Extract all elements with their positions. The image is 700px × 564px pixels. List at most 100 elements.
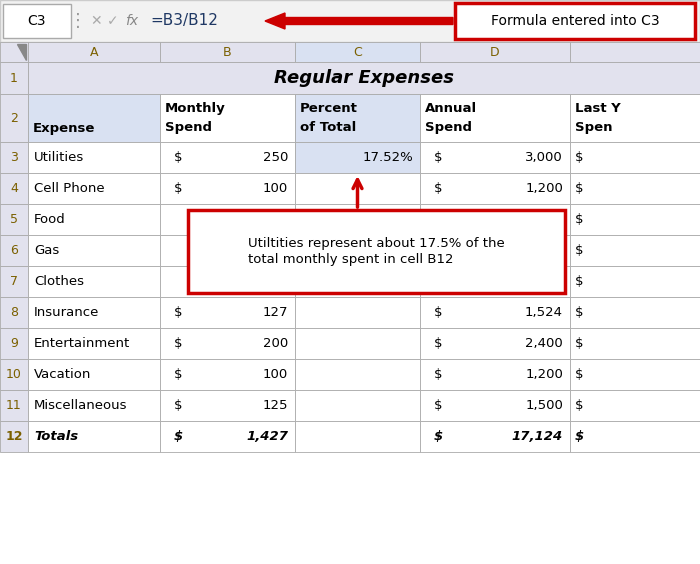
Bar — [0, 42, 28, 62]
Bar — [295, 204, 420, 235]
Text: of Total: of Total — [300, 121, 356, 134]
Bar — [0, 173, 28, 204]
Text: A: A — [90, 46, 98, 59]
Bar — [28, 173, 160, 204]
Bar — [188, 210, 565, 293]
Bar — [420, 173, 570, 204]
Bar — [28, 390, 160, 421]
Text: Percent: Percent — [300, 102, 358, 115]
Bar — [295, 142, 420, 173]
Bar — [295, 42, 420, 62]
Bar — [28, 328, 160, 359]
Text: B: B — [223, 46, 232, 59]
Text: ✕: ✕ — [90, 14, 101, 28]
Bar — [420, 328, 570, 359]
Text: $: $ — [575, 151, 584, 164]
Bar — [0, 94, 28, 142]
Text: 1: 1 — [10, 72, 18, 85]
Text: Expense: Expense — [33, 122, 95, 135]
Text: $: $ — [575, 275, 584, 288]
Bar — [570, 235, 700, 266]
Text: $: $ — [174, 368, 183, 381]
Text: Utilities: Utilities — [34, 151, 84, 164]
Text: Miscellaneous: Miscellaneous — [34, 399, 127, 412]
Bar — [420, 42, 570, 62]
Bar — [455, 3, 695, 39]
Bar — [160, 421, 295, 452]
Bar — [28, 297, 160, 328]
Bar — [28, 62, 700, 94]
Bar — [570, 390, 700, 421]
Bar — [160, 42, 295, 62]
Text: $: $ — [434, 151, 442, 164]
Text: $: $ — [575, 213, 584, 226]
Text: Formula entered into C3: Formula entered into C3 — [491, 14, 659, 28]
Text: 2,400: 2,400 — [525, 337, 563, 350]
Bar — [570, 94, 700, 142]
Bar — [0, 266, 28, 297]
Bar — [295, 421, 420, 452]
Text: Spen: Spen — [575, 121, 612, 134]
Bar — [570, 266, 700, 297]
Text: 8: 8 — [10, 306, 18, 319]
Bar — [570, 297, 700, 328]
Bar — [160, 297, 295, 328]
Text: $: $ — [174, 182, 183, 195]
Text: Insurance: Insurance — [34, 306, 99, 319]
Text: 3: 3 — [10, 151, 18, 164]
Bar — [0, 142, 28, 173]
Text: $: $ — [434, 306, 442, 319]
Text: Totals: Totals — [34, 430, 78, 443]
Bar — [570, 142, 700, 173]
Text: 11: 11 — [6, 399, 22, 412]
Bar — [28, 235, 160, 266]
Bar — [0, 62, 28, 94]
Text: Clothes: Clothes — [34, 275, 84, 288]
Bar — [28, 94, 160, 142]
Text: Food: Food — [34, 213, 66, 226]
Bar — [295, 390, 420, 421]
Text: 3,000: 3,000 — [525, 151, 563, 164]
Bar — [160, 94, 295, 142]
Text: Utiltities represent about 17.5% of the
total monthly spent in cell B12: Utiltities represent about 17.5% of the … — [248, 237, 505, 266]
Bar — [570, 359, 700, 390]
Bar — [420, 421, 570, 452]
Bar — [295, 266, 420, 297]
Bar — [0, 390, 28, 421]
Text: ✓: ✓ — [107, 14, 119, 28]
Text: 5: 5 — [10, 213, 18, 226]
Bar — [570, 42, 700, 62]
Text: 12: 12 — [6, 430, 22, 443]
Text: $: $ — [575, 244, 584, 257]
Bar — [28, 421, 160, 452]
Text: $: $ — [174, 430, 183, 443]
Bar — [28, 359, 160, 390]
Text: Spend: Spend — [425, 121, 472, 134]
Bar — [0, 328, 28, 359]
Text: =B3/B12: =B3/B12 — [150, 14, 218, 29]
Bar — [160, 390, 295, 421]
Bar — [0, 0, 700, 42]
Bar — [0, 235, 28, 266]
Bar — [295, 359, 420, 390]
Text: $: $ — [434, 275, 442, 288]
Bar — [295, 235, 420, 266]
Text: D: D — [490, 46, 500, 59]
Text: $: $ — [174, 151, 183, 164]
Bar — [160, 173, 295, 204]
Text: $: $ — [575, 368, 584, 381]
Text: 6: 6 — [10, 244, 18, 257]
Text: 1,524: 1,524 — [525, 306, 563, 319]
Bar — [295, 328, 420, 359]
Bar — [28, 42, 160, 62]
Text: C: C — [353, 46, 362, 59]
Text: 17,124: 17,124 — [512, 430, 563, 443]
Text: 125: 125 — [262, 399, 288, 412]
Text: $: $ — [174, 306, 183, 319]
Bar — [570, 204, 700, 235]
Text: 127: 127 — [262, 306, 288, 319]
Bar — [570, 328, 700, 359]
Text: 1,200: 1,200 — [525, 275, 563, 288]
Text: 100: 100 — [262, 182, 288, 195]
Text: ⋮: ⋮ — [69, 12, 87, 30]
